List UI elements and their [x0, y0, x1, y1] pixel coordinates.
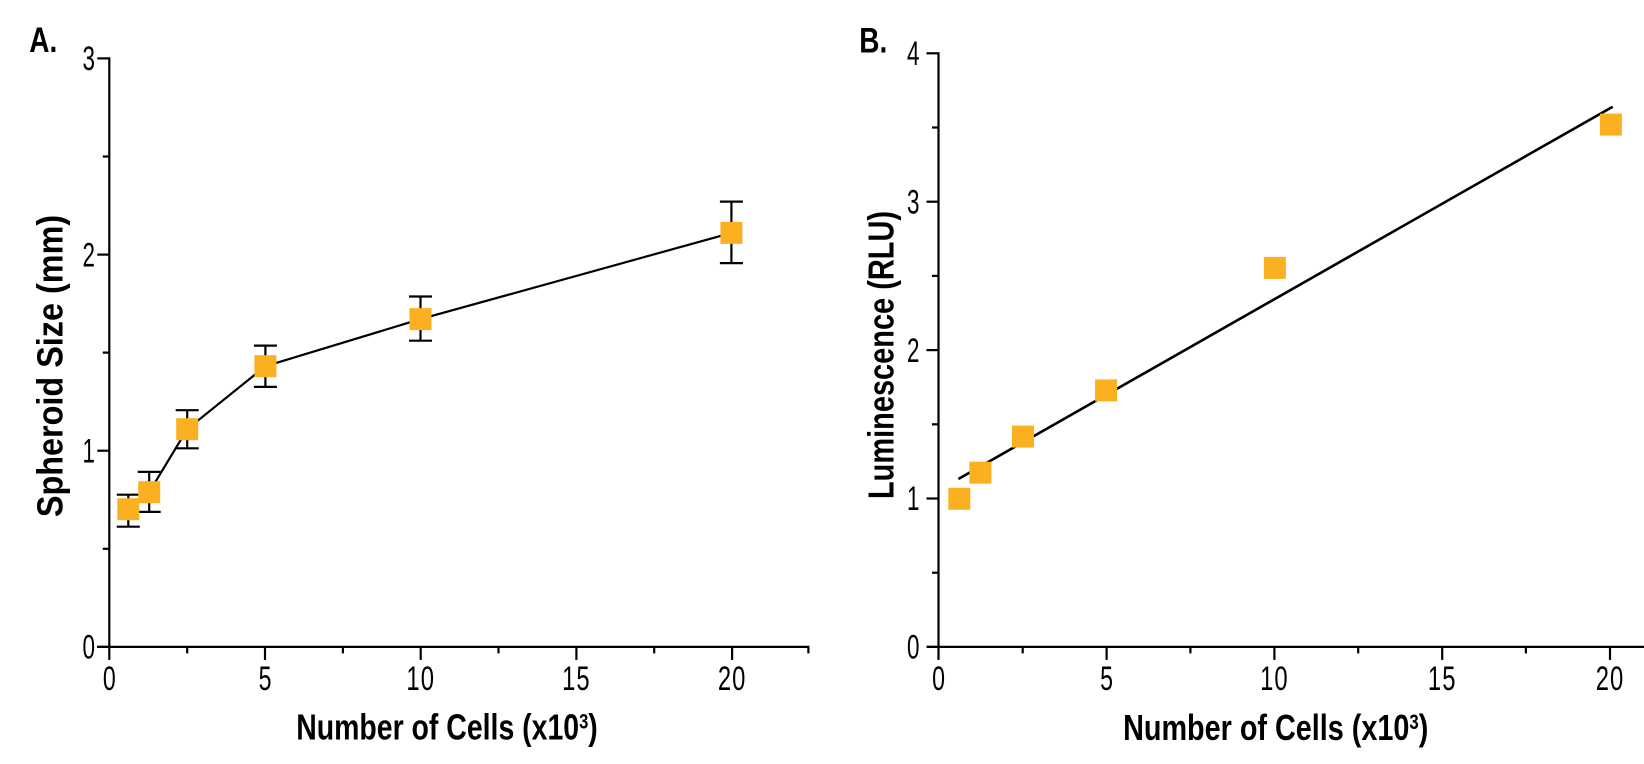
svg-text:5: 5 — [259, 661, 272, 698]
svg-text:15: 15 — [1428, 660, 1457, 698]
svg-text:3: 3 — [907, 184, 919, 222]
svg-text:0: 0 — [907, 629, 919, 667]
svg-text:1: 1 — [83, 433, 95, 471]
svg-text:20: 20 — [718, 660, 747, 698]
svg-text:4: 4 — [907, 35, 919, 73]
svg-text:20: 20 — [1596, 660, 1625, 698]
svg-text:Number of Cells (x103): Number of Cells (x103) — [1123, 707, 1428, 748]
svg-text:3: 3 — [83, 41, 95, 79]
svg-text:Spheroid Size (mm): Spheroid Size (mm) — [31, 215, 71, 517]
svg-text:15: 15 — [562, 660, 591, 698]
svg-text:2: 2 — [907, 332, 919, 370]
svg-text:A.: A. — [29, 20, 57, 60]
svg-text:1: 1 — [907, 481, 919, 519]
svg-text:10: 10 — [1260, 660, 1289, 698]
svg-text:Number of Cells (x103): Number of Cells (x103) — [296, 707, 598, 747]
svg-text:0: 0 — [932, 661, 945, 698]
svg-text:Luminescence (RLU): Luminescence (RLU) — [861, 211, 902, 499]
svg-text:0: 0 — [83, 629, 95, 667]
svg-text:2: 2 — [83, 237, 95, 275]
svg-text:B.: B. — [859, 21, 887, 61]
svg-text:0: 0 — [103, 661, 116, 698]
svg-text:5: 5 — [1100, 661, 1113, 698]
svg-text:10: 10 — [406, 660, 435, 698]
